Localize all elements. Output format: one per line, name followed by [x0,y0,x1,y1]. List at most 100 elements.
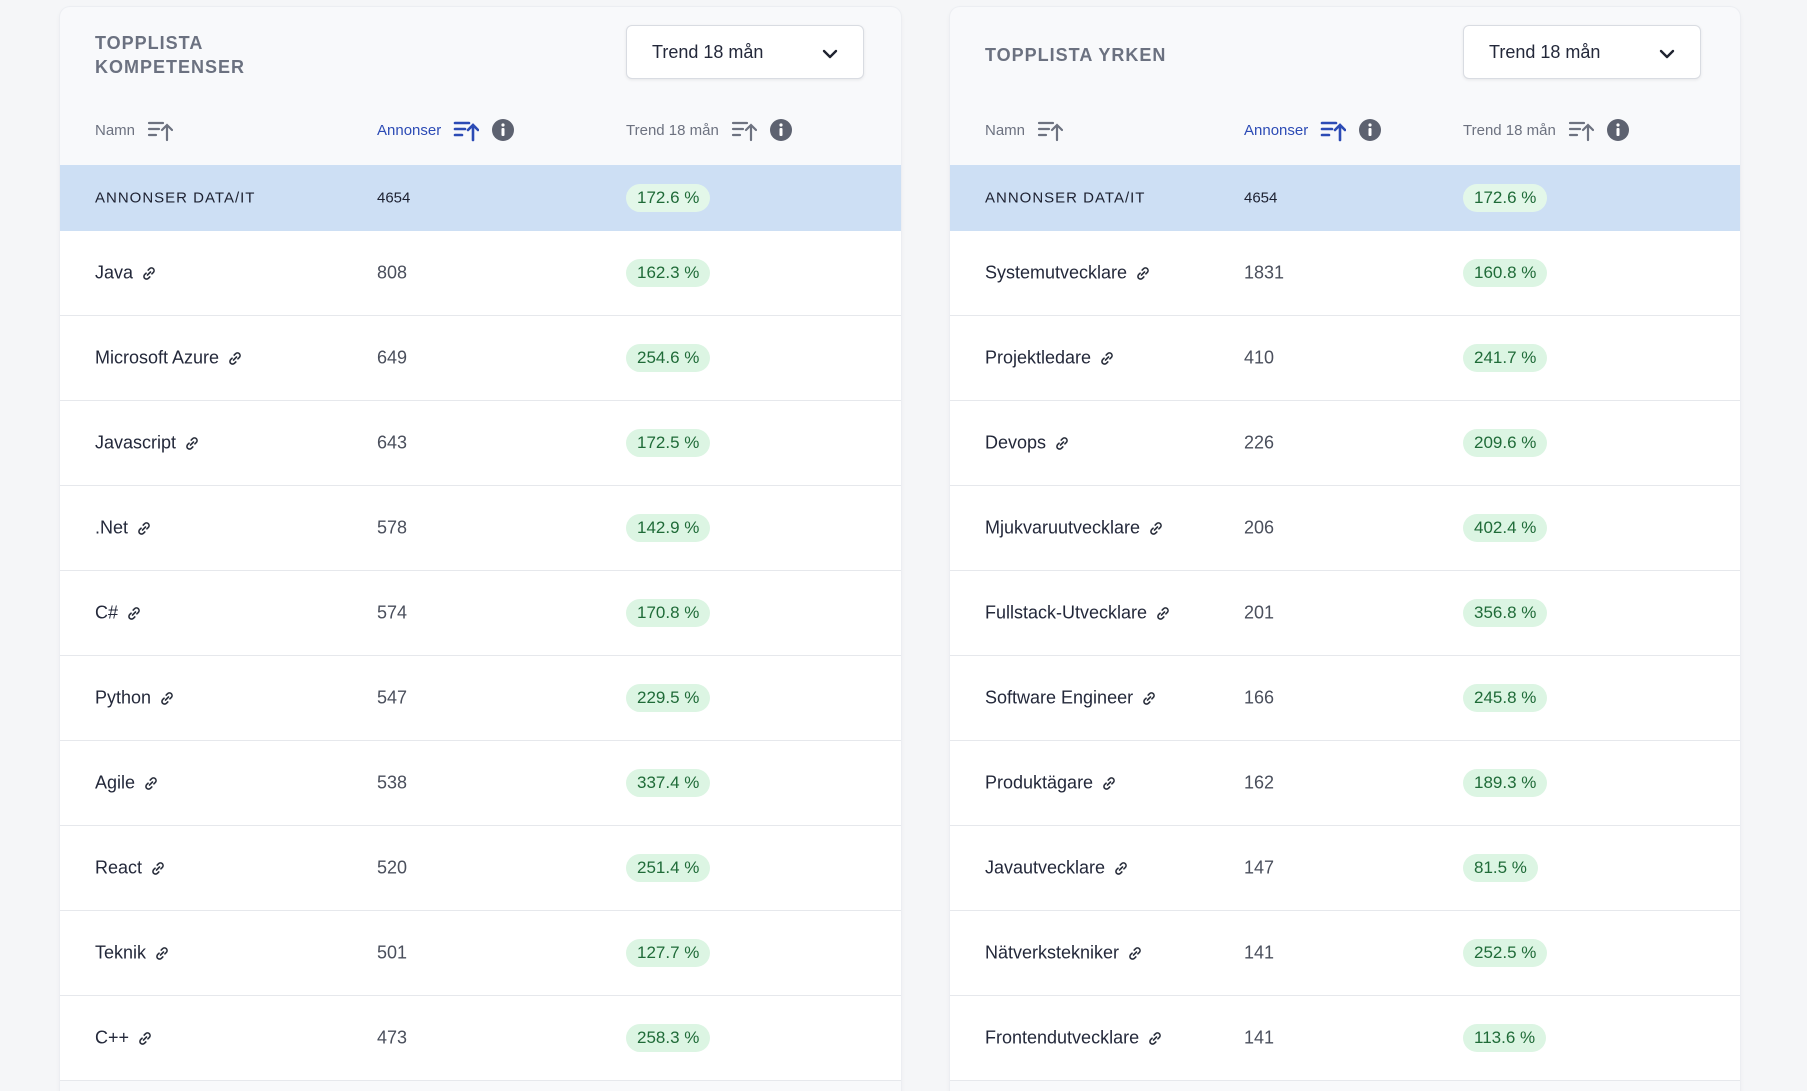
trend-badge: 245.8 % [1463,684,1548,712]
panel-title: TOPPLISTA YRKEN [985,45,1167,65]
table-body: Systemutvecklare 1831 160.8 % Projektledare… [950,231,1740,1081]
row-name-cell[interactable]: Teknik [95,943,170,964]
row-name-link[interactable]: React [95,857,143,878]
row-count: 538 [377,772,408,793]
row-name-link[interactable]: Agile [95,772,136,793]
link-icon[interactable] [150,860,166,876]
link-icon[interactable] [1155,605,1171,621]
row-name-link[interactable]: Projektledare [985,347,1092,368]
row-name-cell[interactable]: C++ [95,1028,153,1049]
table-body: Java 808 162.3 % Microsoft Azure 649 254.6 % J… [60,231,901,1081]
info-icon[interactable] [769,118,793,142]
link-icon[interactable] [1127,945,1143,961]
row-name-link[interactable]: Frontendutvecklare [985,1027,1140,1048]
panel-title: TOPPLISTA KOMPETENSER [95,33,246,77]
row-name-cell[interactable]: Java [95,263,157,284]
link-icon[interactable] [1113,860,1129,876]
row-name-cell[interactable]: Mjukvaruutvecklare [985,518,1164,539]
row-name-cell[interactable]: Devops [985,433,1070,454]
row-name-link[interactable]: Nätverkstekniker [985,942,1120,963]
row-count: 147 [1244,857,1275,878]
trend-period-dropdown[interactable]: Trend 18 mån [1463,25,1701,79]
info-icon[interactable] [491,118,515,142]
row-name-link[interactable]: Software Engineer [985,687,1134,708]
table-row: Microsoft Azure 649 254.6 % [60,316,901,401]
trend-badge: 258.3 % [626,1024,711,1052]
row-name-link[interactable]: C++ [95,1027,130,1048]
trend-badge: 254.6 % [626,344,711,372]
trend-badge: 142.9 % [626,514,711,542]
table-row: Produktägare 162 189.3 % [950,741,1740,826]
sort-ascending-icon[interactable] [731,117,757,143]
link-icon[interactable] [184,435,200,451]
row-name-link[interactable]: Produktägare [985,772,1094,793]
column-header-label: Namn [985,121,1026,139]
row-name-cell[interactable]: Agile [95,773,159,794]
link-icon[interactable] [1141,690,1157,706]
link-icon[interactable] [141,265,157,281]
row-name-link[interactable]: Systemutvecklare [985,262,1128,283]
row-name-cell[interactable]: Javautvecklare [985,858,1129,879]
row-name-link[interactable]: Java [95,262,134,283]
table-row: Teknik 501 127.7 % [60,911,901,996]
info-icon[interactable] [1606,118,1630,142]
column-header-name: Namn [985,117,1075,143]
table-row: Mjukvaruutvecklare 206 402.4 % [950,486,1740,571]
row-trend: 258.3 % [626,1024,711,1052]
link-icon[interactable] [1148,520,1164,536]
sort-ascending-icon[interactable] [1568,117,1594,143]
row-name-link[interactable]: Javascript [95,432,177,453]
chevron-down-icon [1659,49,1675,59]
link-icon[interactable] [126,605,142,621]
row-name-cell[interactable]: Microsoft Azure [95,348,243,369]
row-name-cell[interactable]: Projektledare [985,348,1115,369]
trend-badge: 172.6 % [1463,184,1548,212]
total-trend: 172.6 % [1463,184,1548,212]
trend-period-dropdown[interactable]: Trend 18 mån [626,25,864,79]
row-name-cell[interactable]: Software Engineer [985,688,1157,709]
row-name-cell[interactable]: Nätverkstekniker [985,943,1143,964]
row-name-link[interactable]: Python [95,687,152,708]
trend-badge: 337.4 % [626,769,711,797]
link-icon[interactable] [136,520,152,536]
row-name-cell[interactable]: Javascript [95,433,200,454]
trend-badge: 113.6 % [1463,1024,1547,1052]
row-trend: 254.6 % [626,344,711,372]
row-name-link[interactable]: Microsoft Azure [95,347,220,368]
row-name-cell[interactable]: .Net [95,518,152,539]
row-name-cell[interactable]: C# [95,603,142,624]
row-name-cell[interactable]: Frontendutvecklare [985,1028,1163,1049]
row-name-link[interactable]: C# [95,602,119,623]
row-count: 1831 [1244,262,1285,283]
link-icon[interactable] [1099,350,1115,366]
link-icon[interactable] [137,1030,153,1046]
row-name-cell[interactable]: Produktägare [985,773,1117,794]
row-name-cell[interactable]: React [95,858,166,879]
sort-ascending-icon[interactable] [453,117,480,143]
row-name-link[interactable]: Devops [985,432,1047,453]
table-row: .Net 578 142.9 % [60,486,901,571]
link-icon[interactable] [1054,435,1070,451]
row-name-cell[interactable]: Fullstack-Utvecklare [985,603,1171,624]
trend-badge: 172.6 % [626,184,711,212]
sort-ascending-icon[interactable] [1320,117,1347,143]
row-name-link[interactable]: Mjukvaruutvecklare [985,517,1141,538]
sort-ascending-icon[interactable] [147,117,174,143]
link-icon[interactable] [159,690,175,706]
link-icon[interactable] [1147,1030,1163,1046]
link-icon[interactable] [154,945,170,961]
row-name-cell[interactable]: Systemutvecklare [985,263,1151,284]
info-icon[interactable] [1358,118,1382,142]
row-name-link[interactable]: .Net [95,517,129,538]
row-name-link[interactable]: Javautvecklare [985,857,1106,878]
link-icon[interactable] [227,350,243,366]
link-icon[interactable] [143,775,159,791]
link-icon[interactable] [1101,775,1117,791]
trend-badge: 162.3 % [626,259,711,287]
row-count: 574 [377,602,408,623]
sort-ascending-icon[interactable] [1037,117,1064,143]
row-name-cell[interactable]: Python [95,688,175,709]
row-name-link[interactable]: Fullstack-Utvecklare [985,602,1148,623]
row-name-link[interactable]: Teknik [95,942,147,963]
link-icon[interactable] [1135,265,1151,281]
